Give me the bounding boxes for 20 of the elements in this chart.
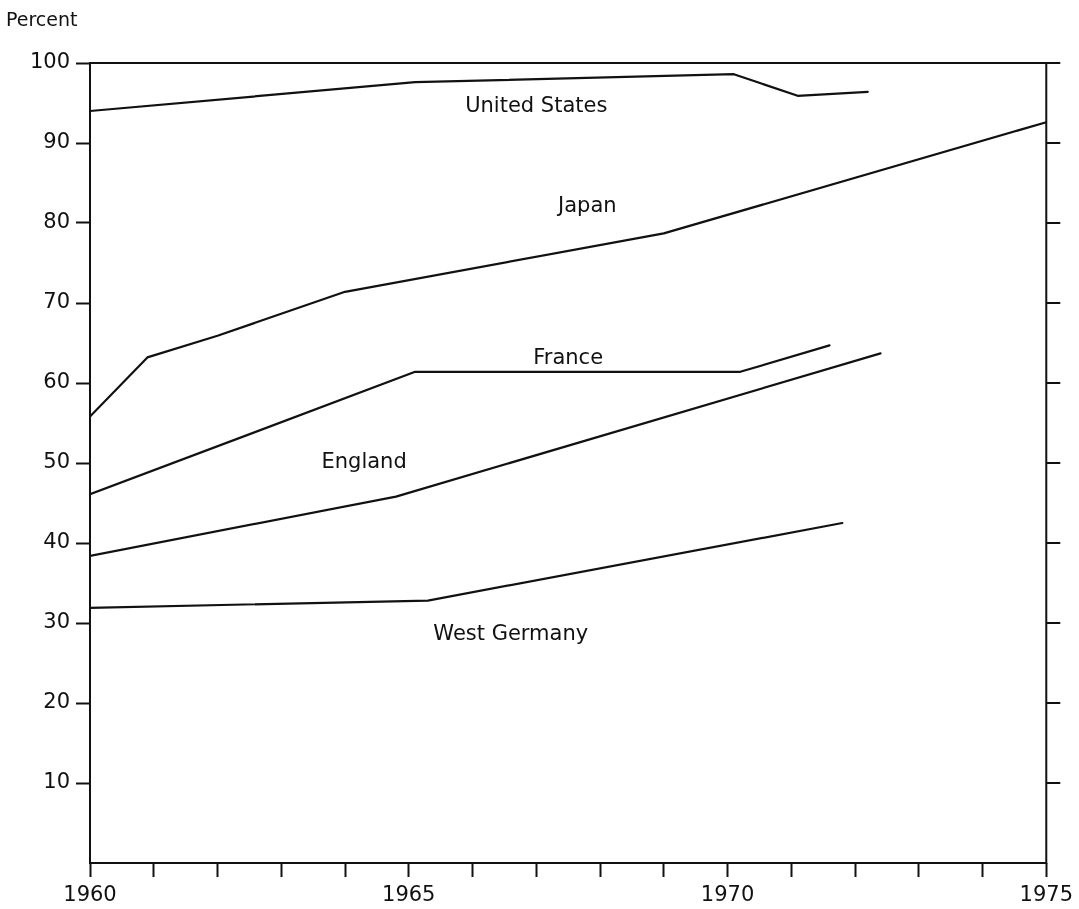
y-tick-label: 60	[43, 369, 70, 394]
series-label: West Germany	[433, 621, 589, 646]
x-tick-label: 1960	[63, 882, 117, 907]
y-tick-label: 20	[43, 689, 70, 714]
series-label: England	[321, 449, 407, 474]
y-tick-label: 50	[43, 449, 70, 474]
x-tick-label: 1975	[1019, 882, 1073, 907]
y-tick-label: 100	[29, 49, 70, 74]
y-tick-label: 30	[43, 609, 70, 634]
y-tick-label: 90	[43, 129, 70, 154]
y-tick-label: 40	[43, 529, 70, 554]
y-tick-label: 10	[43, 769, 70, 794]
y-tick-label: 80	[43, 209, 70, 234]
x-tick-label: 1970	[700, 882, 755, 907]
series-label: United States	[465, 92, 608, 117]
y-tick-label: 70	[43, 289, 70, 314]
y-axis-title: Percent	[6, 8, 78, 30]
series-label: Japan	[555, 193, 617, 218]
series-label: France	[533, 345, 604, 370]
x-tick-label: 1965	[382, 882, 436, 907]
